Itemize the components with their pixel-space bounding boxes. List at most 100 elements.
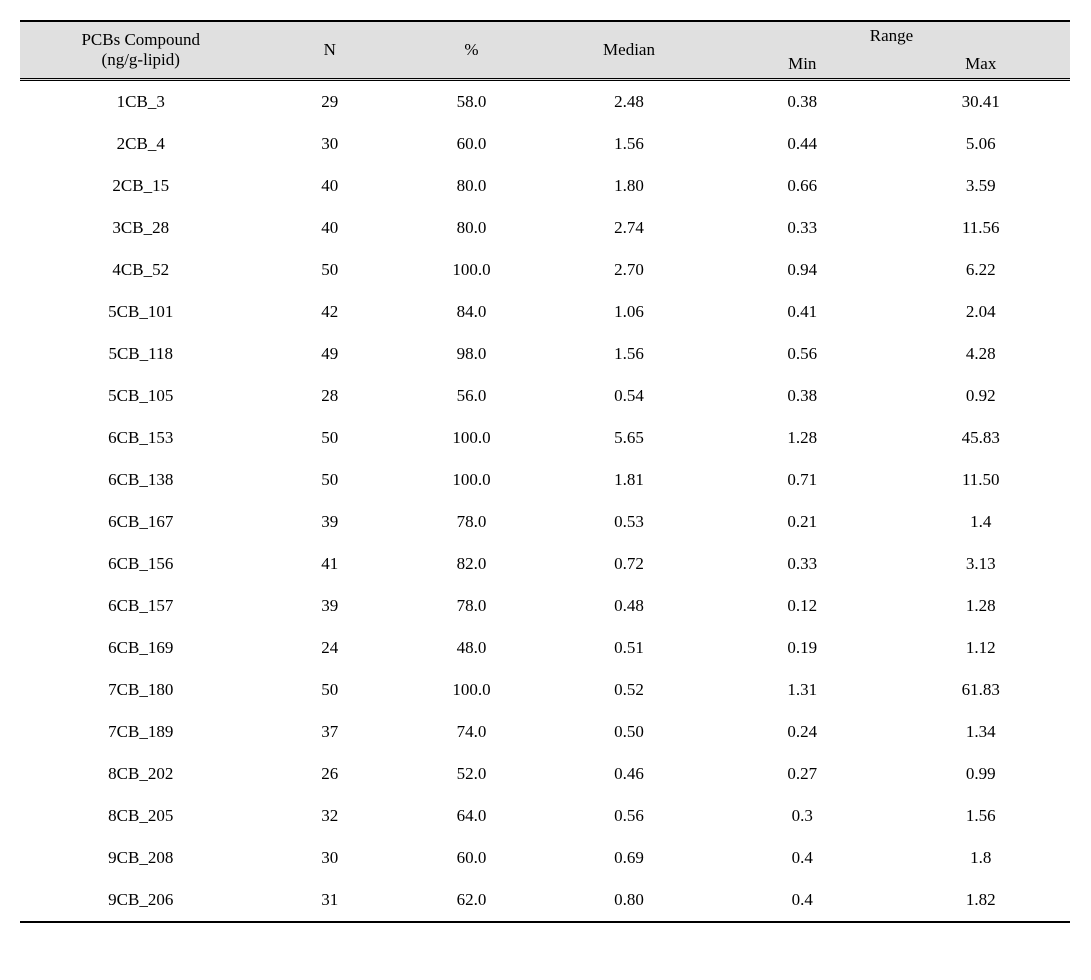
table-row: 6CB_15350100.05.651.2845.83	[20, 417, 1070, 459]
cell-min: 1.31	[713, 669, 892, 711]
cell-max: 5.06	[892, 123, 1071, 165]
cell-n: 37	[262, 711, 399, 753]
col-median: Median	[545, 21, 713, 80]
cell-pct: 80.0	[398, 207, 545, 249]
table-row: 5CB_1184998.01.560.564.28	[20, 333, 1070, 375]
cell-max: 4.28	[892, 333, 1071, 375]
cell-min: 0.38	[713, 375, 892, 417]
cell-median: 2.48	[545, 80, 713, 124]
table-row: 9CB_2063162.00.800.41.82	[20, 879, 1070, 922]
cell-max: 1.12	[892, 627, 1071, 669]
cell-pct: 80.0	[398, 165, 545, 207]
col-max: Max	[892, 50, 1071, 80]
cell-compound: 4CB_52	[20, 249, 262, 291]
col-compound: PCBs Compound (ng/g-lipid)	[20, 21, 262, 80]
cell-max: 11.50	[892, 459, 1071, 501]
cell-max: 3.59	[892, 165, 1071, 207]
cell-pct: 82.0	[398, 543, 545, 585]
cell-min: 0.24	[713, 711, 892, 753]
table-row: 7CB_18050100.00.521.3161.83	[20, 669, 1070, 711]
cell-pct: 100.0	[398, 669, 545, 711]
cell-n: 30	[262, 837, 399, 879]
cell-compound: 6CB_157	[20, 585, 262, 627]
cell-n: 26	[262, 753, 399, 795]
cell-min: 1.28	[713, 417, 892, 459]
cell-median: 2.70	[545, 249, 713, 291]
table-row: 4CB_5250100.02.700.946.22	[20, 249, 1070, 291]
table-row: 6CB_1673978.00.530.211.4	[20, 501, 1070, 543]
table-row: 8CB_2053264.00.560.31.56	[20, 795, 1070, 837]
cell-median: 0.72	[545, 543, 713, 585]
cell-n: 29	[262, 80, 399, 124]
cell-pct: 56.0	[398, 375, 545, 417]
cell-max: 0.92	[892, 375, 1071, 417]
cell-min: 0.38	[713, 80, 892, 124]
cell-median: 0.69	[545, 837, 713, 879]
cell-compound: 7CB_189	[20, 711, 262, 753]
cell-min: 0.4	[713, 879, 892, 922]
cell-compound: 6CB_167	[20, 501, 262, 543]
cell-min: 0.94	[713, 249, 892, 291]
cell-pct: 78.0	[398, 501, 545, 543]
cell-median: 0.52	[545, 669, 713, 711]
cell-n: 39	[262, 585, 399, 627]
cell-max: 1.56	[892, 795, 1071, 837]
col-compound-line1: PCBs Compound	[81, 30, 200, 49]
cell-pct: 52.0	[398, 753, 545, 795]
cell-median: 0.46	[545, 753, 713, 795]
cell-compound: 8CB_205	[20, 795, 262, 837]
cell-max: 30.41	[892, 80, 1071, 124]
cell-compound: 6CB_138	[20, 459, 262, 501]
cell-pct: 60.0	[398, 123, 545, 165]
table-row: 6CB_1573978.00.480.121.28	[20, 585, 1070, 627]
cell-max: 61.83	[892, 669, 1071, 711]
cell-compound: 7CB_180	[20, 669, 262, 711]
cell-pct: 64.0	[398, 795, 545, 837]
cell-median: 0.56	[545, 795, 713, 837]
cell-max: 45.83	[892, 417, 1071, 459]
table-row: 5CB_1014284.01.060.412.04	[20, 291, 1070, 333]
cell-n: 24	[262, 627, 399, 669]
table-body: 1CB_32958.02.480.3830.412CB_43060.01.560…	[20, 80, 1070, 923]
col-pct: %	[398, 21, 545, 80]
cell-median: 0.51	[545, 627, 713, 669]
cell-median: 0.80	[545, 879, 713, 922]
table-row: 7CB_1893774.00.500.241.34	[20, 711, 1070, 753]
cell-max: 1.28	[892, 585, 1071, 627]
cell-median: 1.06	[545, 291, 713, 333]
cell-min: 0.66	[713, 165, 892, 207]
table-row: 5CB_1052856.00.540.380.92	[20, 375, 1070, 417]
cell-min: 0.33	[713, 207, 892, 249]
col-n: N	[262, 21, 399, 80]
cell-min: 0.41	[713, 291, 892, 333]
cell-min: 0.3	[713, 795, 892, 837]
cell-median: 0.50	[545, 711, 713, 753]
cell-median: 1.56	[545, 333, 713, 375]
cell-n: 49	[262, 333, 399, 375]
cell-pct: 58.0	[398, 80, 545, 124]
cell-pct: 98.0	[398, 333, 545, 375]
cell-median: 0.48	[545, 585, 713, 627]
cell-n: 30	[262, 123, 399, 165]
cell-n: 50	[262, 459, 399, 501]
cell-min: 0.33	[713, 543, 892, 585]
cell-n: 31	[262, 879, 399, 922]
cell-max: 1.82	[892, 879, 1071, 922]
cell-n: 40	[262, 165, 399, 207]
cell-n: 40	[262, 207, 399, 249]
pcb-table: PCBs Compound (ng/g-lipid) N % Median Ra…	[20, 20, 1070, 923]
table-row: 6CB_13850100.01.810.7111.50	[20, 459, 1070, 501]
cell-min: 0.71	[713, 459, 892, 501]
cell-median: 1.56	[545, 123, 713, 165]
cell-max: 1.34	[892, 711, 1071, 753]
cell-compound: 6CB_153	[20, 417, 262, 459]
cell-pct: 62.0	[398, 879, 545, 922]
cell-compound: 1CB_3	[20, 80, 262, 124]
cell-median: 5.65	[545, 417, 713, 459]
table-row: 2CB_43060.01.560.445.06	[20, 123, 1070, 165]
cell-max: 1.8	[892, 837, 1071, 879]
cell-n: 28	[262, 375, 399, 417]
cell-median: 1.81	[545, 459, 713, 501]
cell-n: 50	[262, 669, 399, 711]
cell-min: 0.56	[713, 333, 892, 375]
